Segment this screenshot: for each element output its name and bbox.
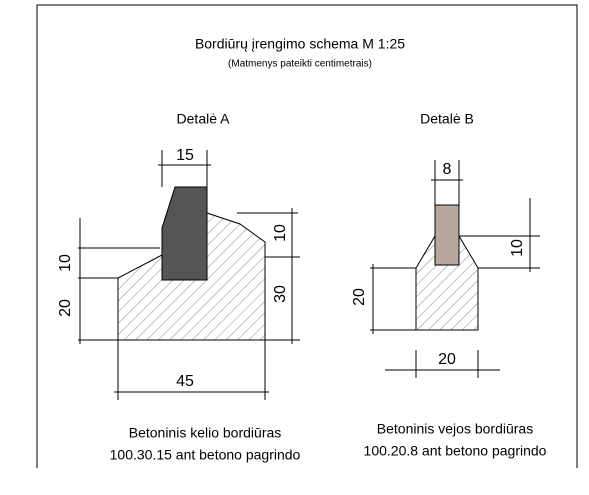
detail-label: Detalė A	[177, 111, 231, 127]
caption: 100.30.15 ant betono pagrindo	[110, 447, 301, 463]
curb	[434, 204, 460, 266]
caption: Betoninis kelio bordiūras	[129, 425, 282, 441]
dimension: 10	[509, 239, 526, 257]
subtitle: (Matmenys pateikti centimetrais)	[228, 59, 372, 70]
dimension: 10	[272, 224, 289, 242]
dimension-lines	[78, 150, 300, 400]
dimension: 30	[272, 285, 289, 303]
caption: 100.20.8 ant betono pagrindo	[364, 443, 547, 459]
dimension: 20	[351, 288, 368, 306]
dimension: 15	[176, 147, 194, 164]
curb	[161, 186, 208, 281]
dimension: 20	[57, 299, 74, 317]
dimension: 45	[176, 373, 194, 390]
dimension: 8	[443, 161, 452, 178]
detail-label: Detalė B	[420, 111, 474, 127]
frame	[36, 4, 578, 468]
dimension: 20	[438, 351, 456, 368]
dimension-lines	[370, 160, 540, 378]
dimension: 10	[57, 254, 74, 272]
title: Bordiūrų įrengimo schema M 1:25	[195, 36, 405, 52]
caption: Betoninis vejos bordiūras	[377, 421, 533, 437]
